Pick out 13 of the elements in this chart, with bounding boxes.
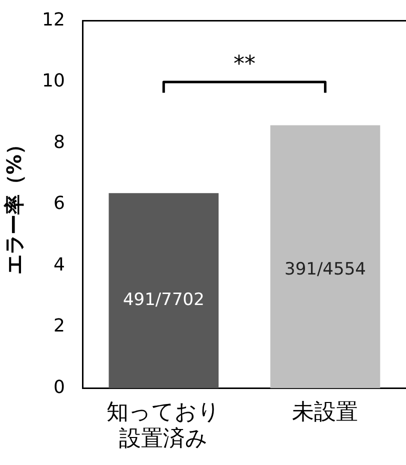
data-label: 491/7702 — [122, 290, 204, 310]
x-tick-label: 知っており設置済み — [106, 400, 221, 452]
y-tick-label: 4 — [53, 254, 65, 276]
y-tick-label: 10 — [42, 70, 65, 92]
y-tick-label: 2 — [53, 316, 65, 337]
data-label: 391/4554 — [284, 259, 366, 280]
y-tick-label: 12 — [42, 9, 65, 30]
y-tick-label: 8 — [53, 132, 65, 153]
y-tick-label: 0 — [53, 376, 65, 398]
y-axis-title: エラー率（%） — [2, 134, 26, 275]
y-tick-label: 6 — [53, 193, 65, 214]
x-tick-label: 未設置 — [292, 400, 358, 426]
annotation: ** — [233, 52, 256, 77]
